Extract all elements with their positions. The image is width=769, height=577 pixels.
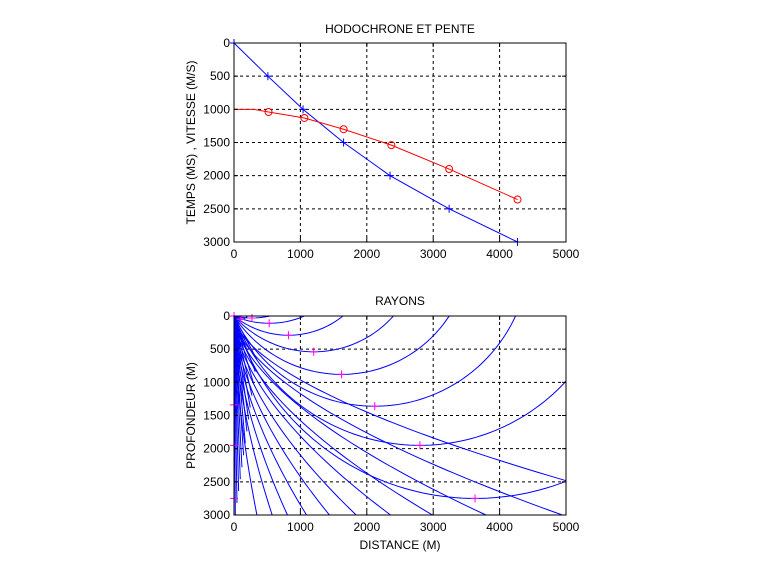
y-tick-label: 1500: [203, 409, 230, 423]
data-point-circle: [339, 125, 348, 134]
y-tick-label: 0: [223, 309, 230, 323]
chart-title-2: RAYONS: [375, 294, 425, 308]
data-point-plus: [339, 138, 348, 147]
y-tick-label: 2500: [203, 202, 230, 216]
turning-point-marker: [370, 402, 379, 411]
turning-point-marker: [309, 347, 318, 356]
series-line-1: [234, 108, 518, 201]
y-tick-label: 1500: [203, 136, 230, 150]
ticks-1: 0 1000 2000 3000 4000 5000 0 500 1000 1500 2000 250…: [203, 36, 579, 261]
ray-path-fan: [234, 316, 258, 361]
ray-path-steep: [234, 316, 487, 515]
x-tick-label: 4000: [486, 247, 513, 261]
turning-point-marker: [337, 370, 346, 379]
y-tick-label: 500: [210, 342, 230, 356]
x-tick-label: 2000: [353, 520, 380, 534]
grid-1: [234, 43, 566, 242]
y-axis-title-2: PROFONDEUR (M): [184, 362, 198, 469]
data-point-circle: [387, 141, 396, 150]
x-tick-label: 5000: [553, 520, 580, 534]
x-tick-label: 2000: [353, 247, 380, 261]
x-axis-title-2: DISTANCE (M): [359, 538, 440, 552]
ray-path-fan: [234, 316, 253, 396]
y-axis-title-1: TEMPS (MS) , VITESSE (M/S): [184, 60, 198, 224]
x-tick-label: 1000: [287, 520, 314, 534]
data-point-plus: [445, 204, 454, 213]
ray-path-fan: [234, 316, 250, 420]
x-tick-label: 4000: [486, 520, 513, 534]
ray-path-fan: [234, 316, 256, 372]
data-point-plus: [299, 105, 308, 114]
y-tick-label: 0: [223, 36, 230, 50]
data-point-plus: [263, 72, 272, 81]
data-point-circle: [445, 165, 454, 174]
ray-path-fan: [234, 316, 255, 384]
hodochrone-chart: 0 1000 2000 3000 4000 5000 0 500 1000 1500 2000 250…: [184, 22, 580, 261]
turning-point-marker: [236, 315, 245, 324]
x-tick-label: 0: [231, 520, 238, 534]
turning-point-marker: [247, 313, 256, 322]
y-tick-label: 1000: [203, 102, 230, 116]
turning-point-marker: [265, 319, 274, 328]
ray-path-fan: [234, 316, 251, 408]
x-tick-label: 5000: [553, 247, 580, 261]
ray-path-steep: [234, 316, 563, 515]
series-group-1: [230, 39, 522, 246]
data-point-plus: [386, 171, 395, 180]
y-tick-label: 3000: [203, 235, 230, 249]
x-tick-label: 3000: [420, 247, 447, 261]
rayons-chart: 0 1000 2000 3000 4000 5000 0 500 1000 1500 2000 250…: [184, 294, 580, 552]
data-point-circle: [300, 113, 309, 122]
chart-title-1: HODOCHRONE ET PENTE: [325, 22, 475, 36]
y-tick-label: 2000: [203, 169, 230, 183]
y-tick-label: 3000: [203, 508, 230, 522]
turning-point-marker: [415, 441, 424, 450]
ticks-2: 0 1000 2000 3000 4000 5000 0 500 1000 1500 2000 250…: [203, 309, 579, 534]
y-tick-label: 500: [210, 69, 230, 83]
x-tick-label: 3000: [420, 520, 447, 534]
ray-path-steep: [234, 316, 566, 482]
data-point-circle: [264, 107, 273, 116]
turning-point-marker: [471, 494, 480, 503]
ray-path-fan: [234, 316, 248, 432]
y-tick-label: 2000: [203, 442, 230, 456]
x-tick-label: 0: [231, 247, 238, 261]
x-tick-label: 1000: [287, 247, 314, 261]
y-tick-label: 1000: [203, 375, 230, 389]
data-point-circle: [513, 195, 522, 204]
turning-point-marker: [284, 331, 293, 340]
y-tick-label: 2500: [203, 475, 230, 489]
